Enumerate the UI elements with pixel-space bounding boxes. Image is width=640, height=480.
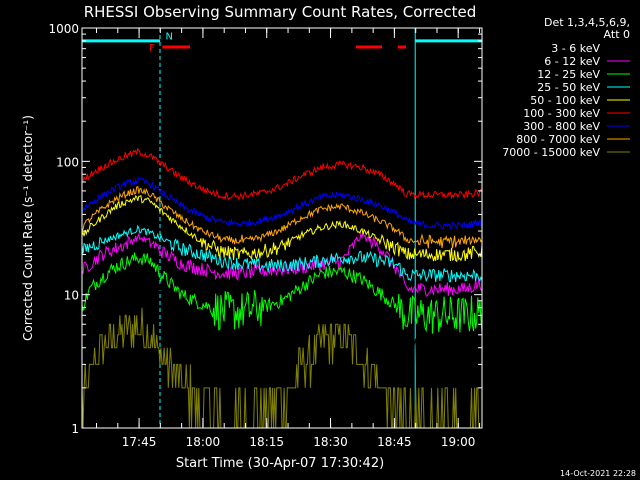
legend-label: 7000 - 15000 keV <box>502 146 600 159</box>
footer-timestamp: 14-Oct-2021 22:28 <box>560 469 636 478</box>
series-line-25-50-kev <box>81 224 483 283</box>
x-tick-label: 18:30 <box>313 435 348 449</box>
chart-title: RHESSI Observing Summary Count Rates, Co… <box>84 3 477 21</box>
x-tick-label: 18:45 <box>377 435 412 449</box>
legend-label: 50 - 100 keV <box>530 94 600 107</box>
legend-label: 12 - 25 keV <box>537 68 600 81</box>
legend-label: 6 - 12 keV <box>544 55 600 68</box>
series-line-100-300-kev <box>82 147 483 201</box>
series-line-12-25-kev <box>81 252 483 334</box>
legend-label: 800 - 7000 keV <box>516 133 600 146</box>
legend-header: Det 1,3,4,5,6,9, <box>544 16 630 29</box>
legend-header: Att 0 <box>604 28 630 41</box>
axes-frame <box>81 27 483 429</box>
y-tick-label: 1000 <box>48 22 79 36</box>
y-tick-label: 10 <box>64 289 79 303</box>
x-tick-label: 19:00 <box>441 435 476 449</box>
x-axis-label: Start Time (30-Apr-07 17:30:42) <box>176 456 384 471</box>
y-tick-label: 1 <box>71 422 79 436</box>
annotation-f: F <box>149 43 155 54</box>
legend-label: 100 - 300 keV <box>523 107 600 120</box>
x-tick-label: 18:00 <box>186 435 221 449</box>
annotation-n: N <box>165 31 172 42</box>
plot-area: FN <box>81 28 483 429</box>
legend-label: 3 - 6 keV <box>551 42 600 55</box>
series-line-300-800-kev <box>81 176 483 230</box>
x-tick-label: 17:45 <box>122 435 157 449</box>
legend-label: 300 - 800 keV <box>523 120 600 133</box>
series-line-7000-15000-kev <box>81 307 482 429</box>
y-tick-label: 100 <box>56 155 79 169</box>
axes: 1 10 100 1000 17:45 18:00 18:15 18:30 18:45 19:00 <box>48 22 483 449</box>
series-line-800-7000-kev <box>81 185 483 249</box>
series-line-50-100-kev <box>81 194 483 263</box>
legend-label: 25 - 50 keV <box>537 81 600 94</box>
series-line-6-12-kev <box>81 232 483 297</box>
y-axis-label: Corrected Count Rate (s⁻¹ detector⁻¹) <box>21 115 35 341</box>
x-tick-label: 18:15 <box>249 435 284 449</box>
series-line-3-6-kev <box>81 266 483 377</box>
